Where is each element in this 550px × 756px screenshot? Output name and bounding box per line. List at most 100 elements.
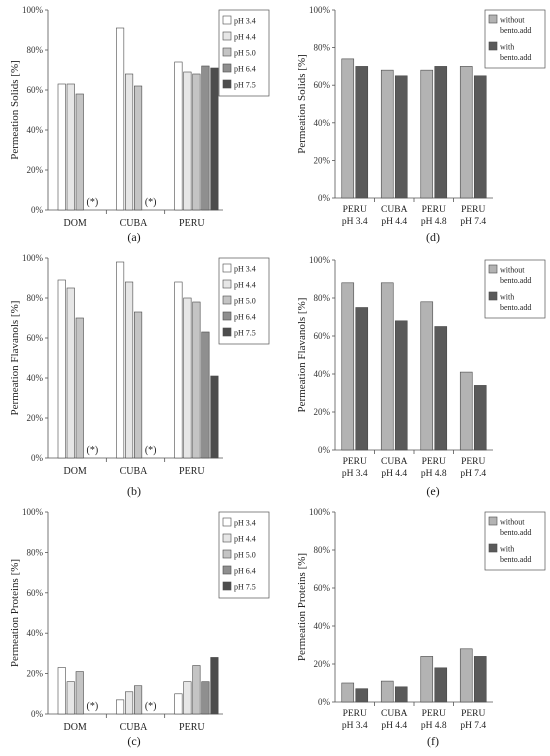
y-axis-title: Permeation Proteins [%] <box>9 559 21 667</box>
y-tick-label: 40% <box>314 118 331 128</box>
legend-swatch <box>222 517 232 527</box>
not-measured-annotation: (*) <box>86 197 98 208</box>
panel-f: 0% 20% 40% 60% 80% 100% Permeation Proteins [%… <box>275 504 550 756</box>
bar-cuba-ph44 <box>125 73 134 211</box>
y-tick-label: 80% <box>314 545 331 555</box>
bar-without-bentonite <box>380 282 394 451</box>
y-tick-label: 20% <box>314 407 331 417</box>
legend-label: with <box>500 43 514 52</box>
y-tick-label: 20% <box>27 165 44 175</box>
bar-dom-ph34 <box>57 279 66 459</box>
chart-f: 0% 20% 40% 60% 80% 100% Permeation Proteins [%… <box>296 507 546 731</box>
y-axis-title: Permeation Flavanols [%] <box>9 301 21 416</box>
bar-peru-ph44 <box>183 681 192 715</box>
y-axis-title: Permeation Solids [%] <box>9 60 21 160</box>
y-tick-label: 100% <box>22 253 44 263</box>
bar-without-bentonite <box>341 58 355 199</box>
bar-peru-ph50 <box>192 301 201 459</box>
x-tick-label: PERU <box>343 205 367 215</box>
chart-a: 0% 20% 40% 60% 80% 100% Permeation Solids [%] D… <box>9 5 270 229</box>
legend-label: with <box>500 545 514 554</box>
bar-with-bentonite <box>394 320 408 451</box>
legend-label-line2: bento.add <box>500 26 531 35</box>
legend-swatch <box>488 41 498 51</box>
bar-dom-ph44 <box>66 681 75 715</box>
panel-label-f: (f) <box>427 734 439 748</box>
legend-label: pH 7.5 <box>234 81 256 90</box>
bar-with-bentonite <box>473 385 487 451</box>
legend-label: pH 4.4 <box>234 535 256 544</box>
y-tick-label: 80% <box>314 293 331 303</box>
chart-b: 0% 20% 40% 60% 80% 100% Permeation Flavanols [… <box>9 253 270 477</box>
x-tick-label: CUBA <box>381 457 408 467</box>
y-tick-label: 60% <box>314 80 331 90</box>
legend-swatch <box>488 14 498 24</box>
bar-without-bentonite <box>380 69 394 199</box>
bar-without-bentonite <box>459 648 473 703</box>
x-tick-label-ph: pH 3.4 <box>342 217 368 227</box>
x-tick-label: CUBA <box>381 709 408 719</box>
y-tick-label: 0% <box>318 193 331 203</box>
x-tick-label: PERU <box>422 205 446 215</box>
legend-swatch <box>488 516 498 526</box>
legend-label: pH 7.5 <box>234 583 256 592</box>
panel-b: 0% 20% 40% 60% 80% 100% Permeation Flavanols [… <box>0 252 275 504</box>
legend-label: pH 7.5 <box>234 329 256 338</box>
bar-without-bentonite <box>420 301 434 451</box>
y-tick-label: 40% <box>27 125 44 135</box>
legend-swatch <box>222 47 232 57</box>
x-tick-label: PERU <box>461 457 485 467</box>
panel-d: 0% 20% 40% 60% 80% 100% Permeation Solids [%] P… <box>275 0 550 252</box>
y-tick-label: 0% <box>31 453 44 463</box>
panel-e: 0% 20% 40% 60% 80% 100% Permeation Flavanols [… <box>275 252 550 504</box>
bar-peru-ph64 <box>201 331 210 459</box>
chart-d: 0% 20% 40% 60% 80% 100% Permeation Solids [%] P… <box>296 5 546 227</box>
y-tick-label: 60% <box>314 583 331 593</box>
y-tick-label: 0% <box>318 445 331 455</box>
bar-without-bentonite <box>459 66 473 199</box>
x-tick-label-ph: pH 3.4 <box>342 469 368 479</box>
y-tick-label: 80% <box>314 43 331 53</box>
y-axis-title: Permeation Flavanols [%] <box>296 298 308 413</box>
y-tick-label: 0% <box>31 205 44 215</box>
x-tick-label-ph: pH 4.8 <box>421 721 447 731</box>
x-tick-label-ph: pH 7.4 <box>460 217 486 227</box>
y-tick-label: 40% <box>27 373 44 383</box>
legend-swatch <box>222 581 232 591</box>
y-axis-title: Permeation Proteins [%] <box>296 553 308 661</box>
bar-cuba-ph34 <box>116 261 125 459</box>
legend-swatch <box>488 291 498 301</box>
bar-with-bentonite <box>473 656 487 703</box>
chart-c: 0% 20% 40% 60% 80% 100% Permeation Proteins [%… <box>9 507 270 733</box>
bar-peru-ph34 <box>174 693 183 715</box>
legend-label: pH 3.4 <box>234 519 256 528</box>
y-tick-label: 40% <box>27 628 44 638</box>
x-tick-label-ph: pH 3.4 <box>342 721 368 731</box>
legend-label-line2: bento.add <box>500 276 531 285</box>
legend-swatch <box>222 311 232 321</box>
bar-cuba-ph34 <box>116 27 125 211</box>
panel-label-b: (b) <box>127 484 141 498</box>
y-tick-label: 100% <box>22 5 44 15</box>
legend-label: without <box>500 16 525 25</box>
x-tick-label: PERU <box>179 218 205 229</box>
bar-dom-ph50 <box>75 671 84 715</box>
bar-peru-ph34 <box>174 281 183 459</box>
y-tick-label: 60% <box>27 333 44 343</box>
x-tick-label-ph: pH 4.8 <box>421 469 447 479</box>
legend-swatch <box>488 543 498 553</box>
legend-box <box>218 9 270 97</box>
bar-cuba-ph34 <box>116 699 125 715</box>
bar-peru-ph75 <box>210 657 219 715</box>
bar-dom-ph44 <box>66 83 75 211</box>
legend-label: pH 5.0 <box>234 49 256 58</box>
bar-with-bentonite <box>473 75 487 199</box>
y-tick-label: 40% <box>314 369 331 379</box>
x-tick-label-ph: pH 4.8 <box>421 217 447 227</box>
legend-label-line2: bento.add <box>500 303 531 312</box>
bar-without-bentonite <box>380 680 394 703</box>
y-tick-label: 20% <box>27 413 44 423</box>
x-tick-label: CUBA <box>120 466 149 477</box>
legend-label: pH 3.4 <box>234 17 256 26</box>
bar-with-bentonite <box>434 66 448 199</box>
